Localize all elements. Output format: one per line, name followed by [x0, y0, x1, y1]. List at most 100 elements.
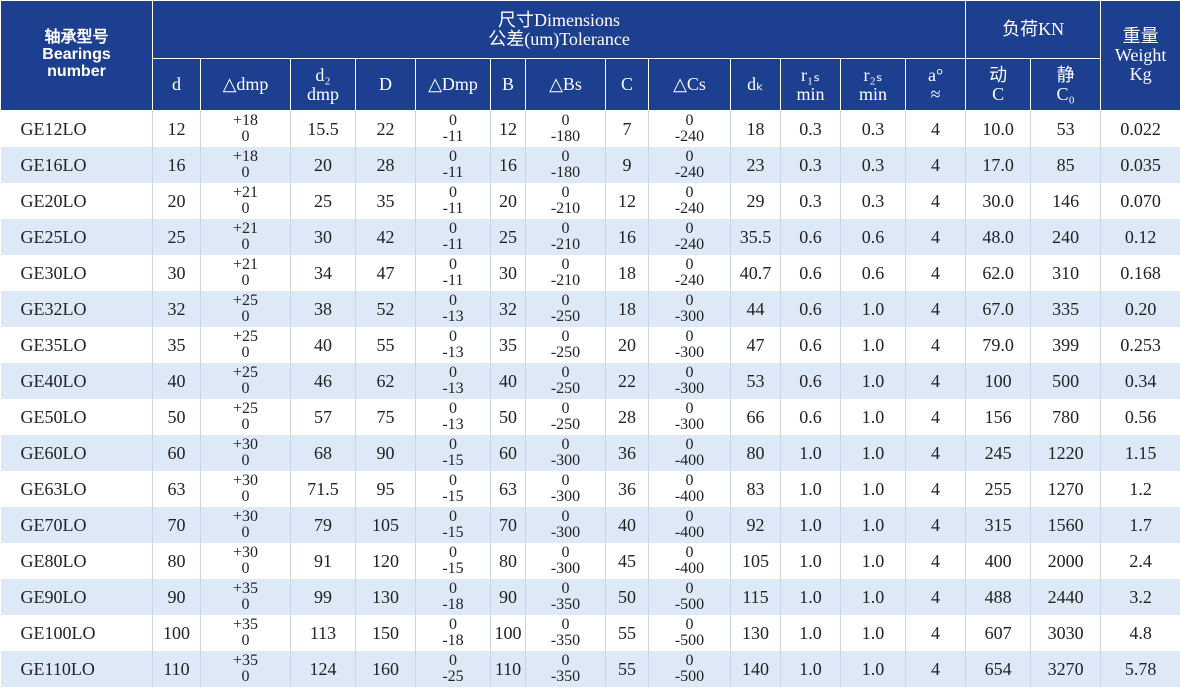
- tolerance-cell: 0 -11: [415, 183, 491, 219]
- column-header: 静 C₀: [1030, 58, 1102, 111]
- cell: 62.0: [965, 255, 1032, 291]
- cell-text: -350: [550, 668, 581, 685]
- cell: 4: [905, 543, 967, 579]
- cell: 50: [605, 579, 649, 615]
- bearing-name: GE25LO: [0, 219, 153, 255]
- cell-text: 0: [685, 184, 694, 201]
- cell: 0.253: [1100, 327, 1180, 363]
- cell: 80: [730, 435, 781, 471]
- header-text: a°: [927, 64, 944, 85]
- cell: 160: [355, 651, 416, 687]
- header-text: dmp: [306, 83, 339, 104]
- cell: 35: [490, 327, 526, 363]
- cell-text: -11: [442, 236, 464, 253]
- cell-text: 0: [449, 652, 457, 669]
- tolerance-cell: 0 -350: [525, 579, 606, 615]
- cell: 130: [730, 615, 781, 651]
- cell: 60: [152, 435, 201, 471]
- cell: 52: [355, 291, 416, 327]
- cell-text: +21: [232, 256, 259, 273]
- tolerance-cell: 0 -500: [648, 651, 731, 687]
- cell-text: +30: [232, 436, 259, 453]
- cell-text: 0: [241, 380, 250, 397]
- tolerance-cell: 0 -11: [415, 147, 491, 183]
- cell: 40: [605, 507, 649, 543]
- cell: 22: [355, 110, 416, 147]
- tolerance-cell: 0 -180: [525, 147, 606, 183]
- cell: 67.0: [965, 291, 1032, 327]
- tolerance-cell: 0 -13: [415, 327, 491, 363]
- cell-text: -180: [550, 164, 581, 181]
- cell-text: -400: [674, 524, 705, 541]
- cell-text: -500: [674, 596, 705, 613]
- header-text: r₂ₛ: [863, 64, 883, 85]
- cell: 47: [730, 327, 781, 363]
- cell: 25: [490, 219, 526, 255]
- cell-text: 0: [561, 400, 570, 417]
- header-text: min: [858, 83, 887, 104]
- cell: 42: [355, 219, 416, 255]
- cell: 4: [905, 255, 967, 291]
- cell: 22: [605, 363, 649, 399]
- cell-text: -300: [550, 524, 581, 541]
- cell-text: 0: [685, 652, 694, 669]
- cell-text: 0: [685, 328, 694, 345]
- cell: 0.6: [780, 327, 841, 363]
- cell: 4: [905, 183, 967, 219]
- column-header: △dmp: [200, 58, 291, 111]
- cell-text: +35: [232, 616, 259, 633]
- cell: 20: [605, 327, 649, 363]
- cell: 34: [290, 255, 356, 291]
- cell-text: -240: [674, 236, 705, 253]
- tolerance-cell: 0 -18: [415, 615, 491, 651]
- cell-text: 0: [685, 256, 694, 273]
- cell: 0.6: [780, 291, 841, 327]
- bearing-name: GE32LO: [0, 291, 153, 327]
- cell: 0.6: [780, 255, 841, 291]
- tolerance-cell: 0 -300: [648, 291, 731, 327]
- cell-text: -15: [442, 488, 464, 505]
- cell-text: -500: [674, 668, 705, 685]
- tolerance-cell: 0 -210: [525, 255, 606, 291]
- header-text: dₖ: [747, 74, 764, 95]
- cell: 57: [290, 399, 356, 435]
- cell: 780: [1030, 399, 1102, 435]
- cell-text: 0: [241, 632, 250, 649]
- cell: 2000: [1030, 543, 1102, 579]
- tolerance-cell: 0 -350: [525, 615, 606, 651]
- cell: 20: [290, 147, 356, 183]
- table-row: GE30LO 30 +21 0 34 47 0 -11 30 0 -210 18 0 -240 40.7 0.…: [0, 255, 1180, 291]
- tolerance-cell: 0 -250: [525, 327, 606, 363]
- cell-text: 0: [449, 112, 457, 129]
- header-text: 动: [989, 64, 1008, 85]
- cell: 654: [965, 651, 1032, 687]
- cell: 1.2: [1100, 471, 1180, 507]
- header-text: 公差(um)Tolerance: [488, 28, 630, 49]
- cell: 4: [905, 147, 967, 183]
- tolerance-cell: 0 -400: [648, 507, 731, 543]
- tolerance-cell: 0 -13: [415, 363, 491, 399]
- cell: 115: [730, 579, 781, 615]
- cell: 120: [355, 543, 416, 579]
- table-row: GE90LO 90 +35 0 99 130 0 -18 90 0 -350 50 0 -500 115 1.…: [0, 579, 1180, 615]
- cell: 66: [730, 399, 781, 435]
- cell: 255: [965, 471, 1032, 507]
- cell-text: -240: [674, 128, 705, 145]
- cell: 20: [152, 183, 201, 219]
- cell-text: 0: [449, 364, 457, 381]
- cell-text: 0: [561, 580, 570, 597]
- cell-text: 0: [241, 668, 250, 685]
- cell: 18: [605, 255, 649, 291]
- cell-text: +30: [232, 544, 259, 561]
- cell-text: 0: [449, 148, 457, 165]
- cell-text: 0: [241, 164, 250, 181]
- cell-text: -210: [550, 236, 581, 253]
- cell: 70: [152, 507, 201, 543]
- cell-text: 0: [449, 616, 457, 633]
- cell: 105: [355, 507, 416, 543]
- cell: 399: [1030, 327, 1102, 363]
- cell: 0.3: [780, 183, 841, 219]
